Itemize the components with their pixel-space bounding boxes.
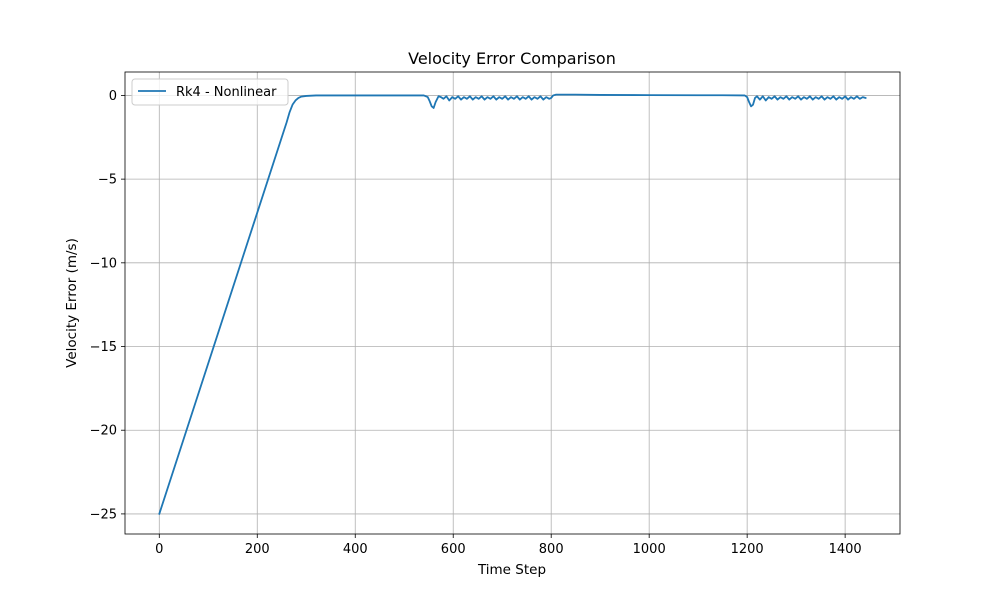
chart-title: Velocity Error Comparison [408, 49, 616, 68]
x-tick-label: 200 [245, 542, 270, 557]
x-tick-label: 1000 [633, 542, 666, 557]
x-tick-label: 1400 [829, 542, 862, 557]
y-tick-label: 0 [109, 89, 117, 104]
y-tick-label: −5 [98, 173, 117, 188]
x-tick-label: 1200 [731, 542, 764, 557]
x-tick-label: 600 [441, 542, 466, 557]
y-axis-label: Velocity Error (m/s) [64, 238, 80, 368]
x-tick-label: 800 [539, 542, 564, 557]
y-tick-label: −15 [90, 340, 117, 355]
x-axis-label: Time Step [477, 562, 546, 578]
y-tick-label: −25 [90, 507, 117, 522]
axis-ticks: 0 200 400 600 800 1000 1200 1400 0 −5 −10 −15 −20 −25 [90, 89, 862, 557]
legend-box [131, 78, 289, 106]
series-layer [158, 93, 867, 515]
plot-frame [124, 71, 901, 535]
x-tick-label: 0 [155, 542, 163, 557]
y-tick-label: −20 [90, 424, 117, 439]
legend-label-rk4-nonlinear: Rk4 - Nonlinear [176, 85, 277, 100]
x-tick-label: 400 [343, 542, 368, 557]
y-tick-label: −10 [90, 256, 117, 271]
legend: Rk4 - Nonlinear [131, 78, 289, 106]
series-line-rk4-nonlinear [158, 93, 867, 515]
